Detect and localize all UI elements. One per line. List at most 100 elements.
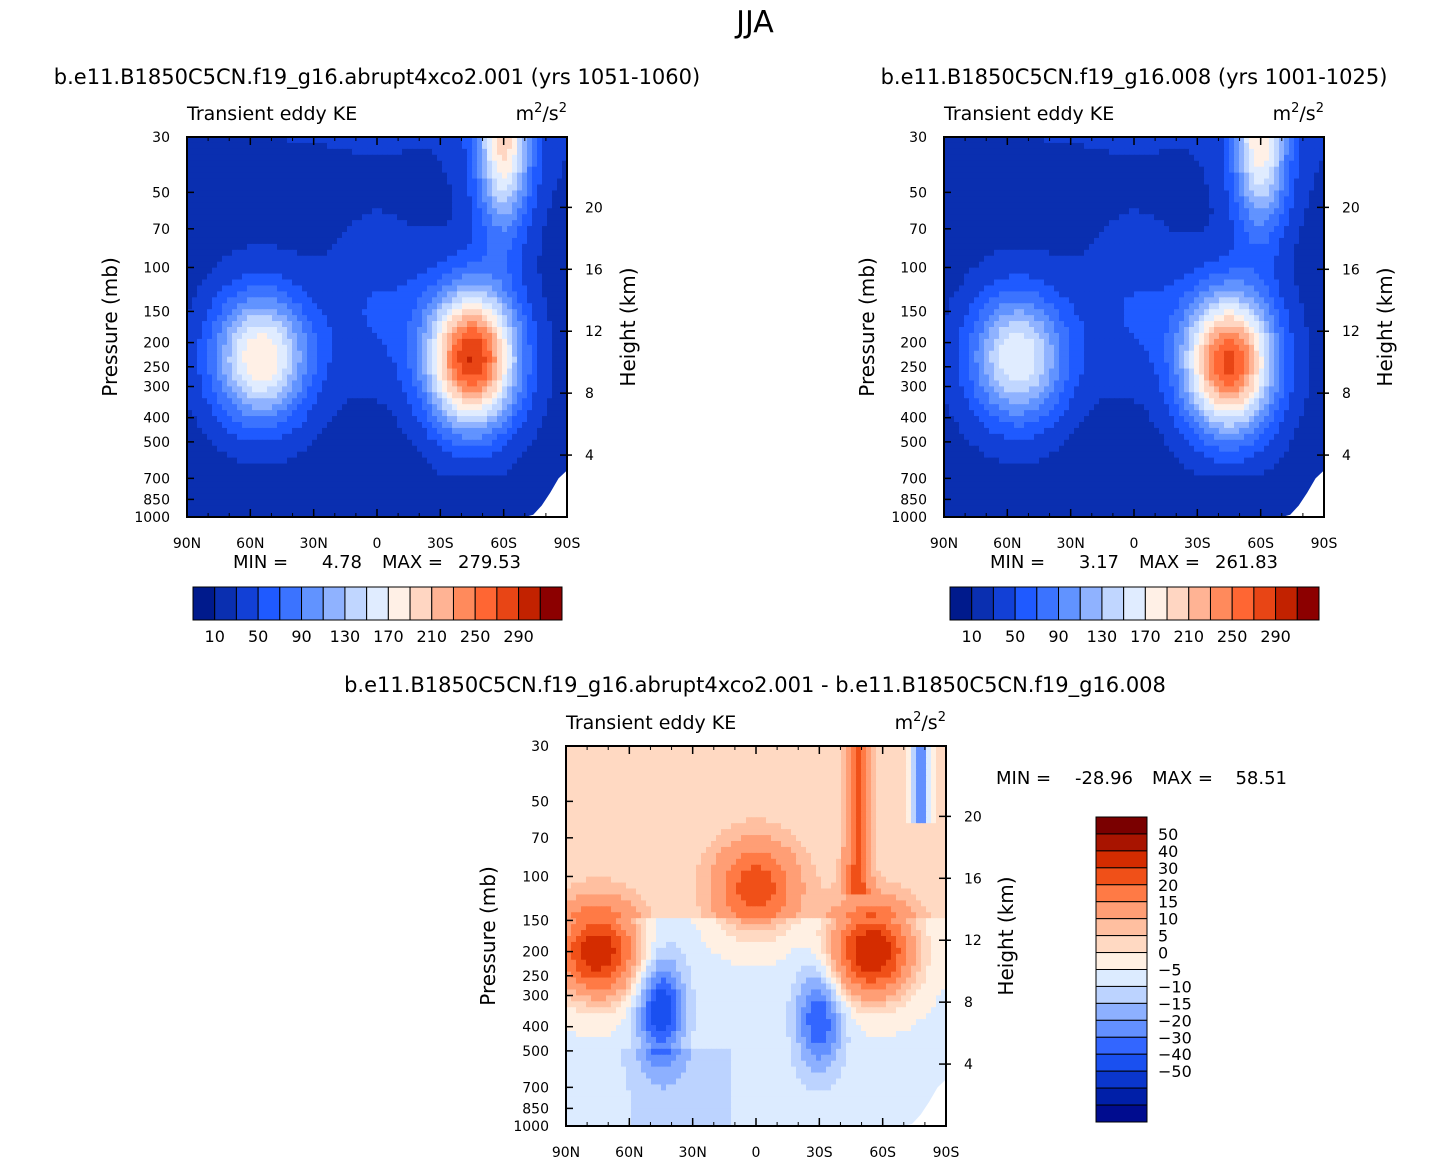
contour-cell <box>207 154 213 162</box>
contour-cell <box>197 249 203 257</box>
contour-cell <box>522 166 528 174</box>
contour-cell <box>342 178 348 186</box>
contour-cell <box>277 309 283 316</box>
contour-cell <box>367 338 373 346</box>
contour-cell <box>472 321 478 328</box>
contour-cell <box>507 380 513 387</box>
contour-cell <box>457 427 463 435</box>
contour-cell <box>207 137 213 144</box>
contour-cell <box>317 386 323 393</box>
contour-cell <box>387 332 393 340</box>
contour-cell <box>192 493 198 500</box>
contour-cell <box>212 196 218 203</box>
contour-cell <box>457 184 463 192</box>
contour-cell <box>387 190 393 197</box>
contour-cell <box>242 273 248 281</box>
contour-cell <box>322 160 328 168</box>
contour-cell <box>187 451 193 459</box>
contour-cell <box>462 386 468 393</box>
contour-cell <box>332 178 338 186</box>
contour-cell <box>517 463 523 471</box>
contour-cell <box>272 481 278 488</box>
contour-cell <box>507 315 513 322</box>
contour-cell <box>222 137 228 144</box>
contour-cell <box>552 220 558 227</box>
contour-cell <box>287 315 293 322</box>
contour-cell <box>357 398 363 405</box>
contour-cell <box>277 457 283 465</box>
contour-cell <box>202 374 208 382</box>
contour-cell <box>252 368 258 376</box>
contour-cell <box>217 380 223 387</box>
contour-cell <box>267 433 273 441</box>
contour-cell <box>422 249 428 257</box>
contour-cell <box>407 356 413 364</box>
contour-cell <box>447 481 453 488</box>
contour-cell <box>337 237 343 245</box>
contour-cell <box>307 463 313 471</box>
contour-cell <box>257 327 263 334</box>
contour-cell <box>437 404 443 411</box>
contour-cell <box>432 499 438 506</box>
contour-cell <box>247 439 253 447</box>
contour-cell <box>477 243 483 251</box>
contour-cell <box>252 427 258 435</box>
contour-cell <box>202 243 208 251</box>
contour-cell <box>232 505 238 512</box>
contour-cell <box>262 344 268 352</box>
contour-cell <box>247 267 253 275</box>
contour-cell <box>272 309 278 316</box>
contour-cell <box>287 255 293 263</box>
contour-cell <box>482 398 488 405</box>
contour-cell <box>527 315 533 322</box>
contour-cell <box>262 267 268 275</box>
contour-cell <box>207 451 213 459</box>
contour-cell <box>447 410 453 417</box>
contour-cell <box>272 416 278 423</box>
contour-cell <box>462 249 468 257</box>
contour-cell <box>237 303 243 310</box>
contour-cell <box>312 511 318 518</box>
contour-cell <box>397 142 403 150</box>
contour-cell <box>347 433 353 441</box>
contour-cell <box>252 315 258 322</box>
contour-cell <box>197 422 203 429</box>
contour-cell <box>197 487 203 494</box>
contour-cell <box>237 356 243 364</box>
contour-cell <box>347 463 353 471</box>
contour-cell <box>197 279 203 287</box>
contour-cell <box>287 137 293 144</box>
contour-cell <box>372 362 378 370</box>
contour-cell <box>477 362 483 370</box>
contour-cell <box>472 184 478 192</box>
contour-cell <box>202 291 208 298</box>
contour-cell <box>322 356 328 364</box>
contour-cell <box>237 487 243 494</box>
contour-cell <box>547 321 553 328</box>
contour-cell <box>497 154 503 162</box>
contour-cell <box>277 297 283 304</box>
contour-cell <box>462 148 468 156</box>
contour-cell <box>422 196 428 203</box>
colorbar-label: 50 <box>248 627 268 646</box>
contour-cell <box>232 422 238 429</box>
contour-cell <box>472 398 478 405</box>
contour-cell <box>242 178 248 186</box>
contour-cell <box>232 511 238 518</box>
contour-cell <box>452 457 458 465</box>
contour-cell <box>397 386 403 393</box>
contour-cell <box>427 214 433 221</box>
contour-cell <box>532 499 538 506</box>
contour-cell <box>457 386 463 393</box>
contour-cell <box>192 184 198 192</box>
contour-cell <box>297 178 303 186</box>
contour-cell <box>462 321 468 328</box>
contour-cell <box>412 196 418 203</box>
contour-cell <box>322 232 328 239</box>
contour-cell <box>307 416 313 423</box>
contour-cell <box>222 148 228 156</box>
contour-cell <box>557 374 563 382</box>
contour-cell <box>382 463 388 471</box>
contour-cell <box>422 297 428 304</box>
contour-cell <box>362 267 368 275</box>
